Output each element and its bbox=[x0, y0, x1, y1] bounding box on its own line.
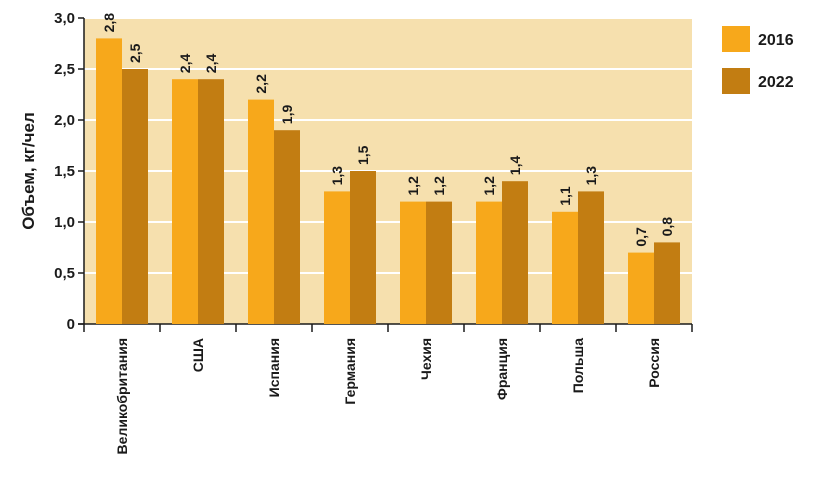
y-tick-label: 2,5 bbox=[54, 61, 75, 78]
value-label: 1,2 bbox=[481, 176, 497, 196]
bar-2016-8 bbox=[628, 252, 654, 324]
bar-2022-2 bbox=[198, 79, 224, 324]
value-label: 0,7 bbox=[633, 227, 649, 247]
y-axis: 0 0,5 1,0 1,5 2,0 2,5 3,0 bbox=[54, 10, 85, 333]
bar-2022-7 bbox=[578, 191, 604, 324]
bar-2016-5 bbox=[400, 201, 426, 324]
y-tick-label: 0,5 bbox=[54, 265, 75, 282]
value-label: 1,3 bbox=[329, 166, 345, 186]
value-label: 2,4 bbox=[177, 54, 193, 74]
legend-swatch-2022 bbox=[722, 68, 750, 94]
bar-2022-3 bbox=[274, 130, 300, 324]
bar-2016-7 bbox=[552, 211, 578, 324]
category-label: Испания bbox=[266, 338, 282, 397]
y-tick-label: 3,0 bbox=[54, 10, 75, 27]
y-tick-label: 0 bbox=[67, 316, 75, 333]
y-tick-label: 1,0 bbox=[54, 214, 75, 231]
value-label: 2,5 bbox=[127, 43, 143, 63]
value-labels: 2,8 2,4 2,2 1,3 1,2 1,2 1,1 0,7 2,5 2,4 1,9 1,5 1,2 1… bbox=[101, 13, 675, 247]
value-label: 1,2 bbox=[405, 176, 421, 196]
bar-2016-2 bbox=[172, 79, 198, 324]
bar-2016-1 bbox=[96, 38, 122, 325]
legend-swatch-2016 bbox=[722, 26, 750, 52]
value-label: 2,8 bbox=[101, 13, 117, 33]
x-axis bbox=[78, 323, 693, 332]
value-label: 2,4 bbox=[203, 54, 219, 74]
bar-2022-4 bbox=[350, 171, 376, 324]
category-labels: Великобритания США Испания Германия Чехия Фра… bbox=[114, 338, 662, 455]
category-label: Польша bbox=[570, 338, 586, 393]
category-label: Россия bbox=[646, 338, 662, 388]
category-label: США bbox=[190, 338, 206, 372]
value-label: 1,2 bbox=[431, 176, 447, 196]
bar-2016-4 bbox=[324, 191, 350, 324]
y-axis-title: Объем, кг/чел bbox=[19, 112, 38, 230]
value-label: 1,3 bbox=[583, 166, 599, 186]
bar-2016-3 bbox=[248, 99, 274, 324]
value-label: 1,9 bbox=[279, 105, 295, 125]
legend-label: 2016 bbox=[758, 32, 794, 49]
y-tick-label: 1,5 bbox=[54, 163, 75, 180]
category-label: Чехия bbox=[418, 338, 434, 380]
bar-2022-8 bbox=[654, 242, 680, 324]
value-label: 0,8 bbox=[659, 217, 675, 237]
value-label: 1,1 bbox=[557, 186, 573, 206]
bar-2016-6 bbox=[476, 201, 502, 324]
y-tick-label: 2,0 bbox=[54, 112, 75, 129]
bar-2022-5 bbox=[426, 201, 452, 324]
value-label: 1,4 bbox=[507, 156, 523, 176]
legend-label: 2022 bbox=[758, 74, 794, 91]
bar-2022-1 bbox=[122, 69, 148, 324]
legend: 2016 2022 bbox=[722, 26, 794, 94]
category-label: Великобритания bbox=[114, 338, 130, 454]
bars bbox=[96, 38, 680, 325]
category-label: Германия bbox=[342, 338, 358, 405]
value-label: 1,5 bbox=[355, 145, 371, 165]
value-label: 2,2 bbox=[253, 74, 269, 94]
category-label: Франция bbox=[494, 338, 510, 400]
bar-2022-6 bbox=[502, 181, 528, 324]
